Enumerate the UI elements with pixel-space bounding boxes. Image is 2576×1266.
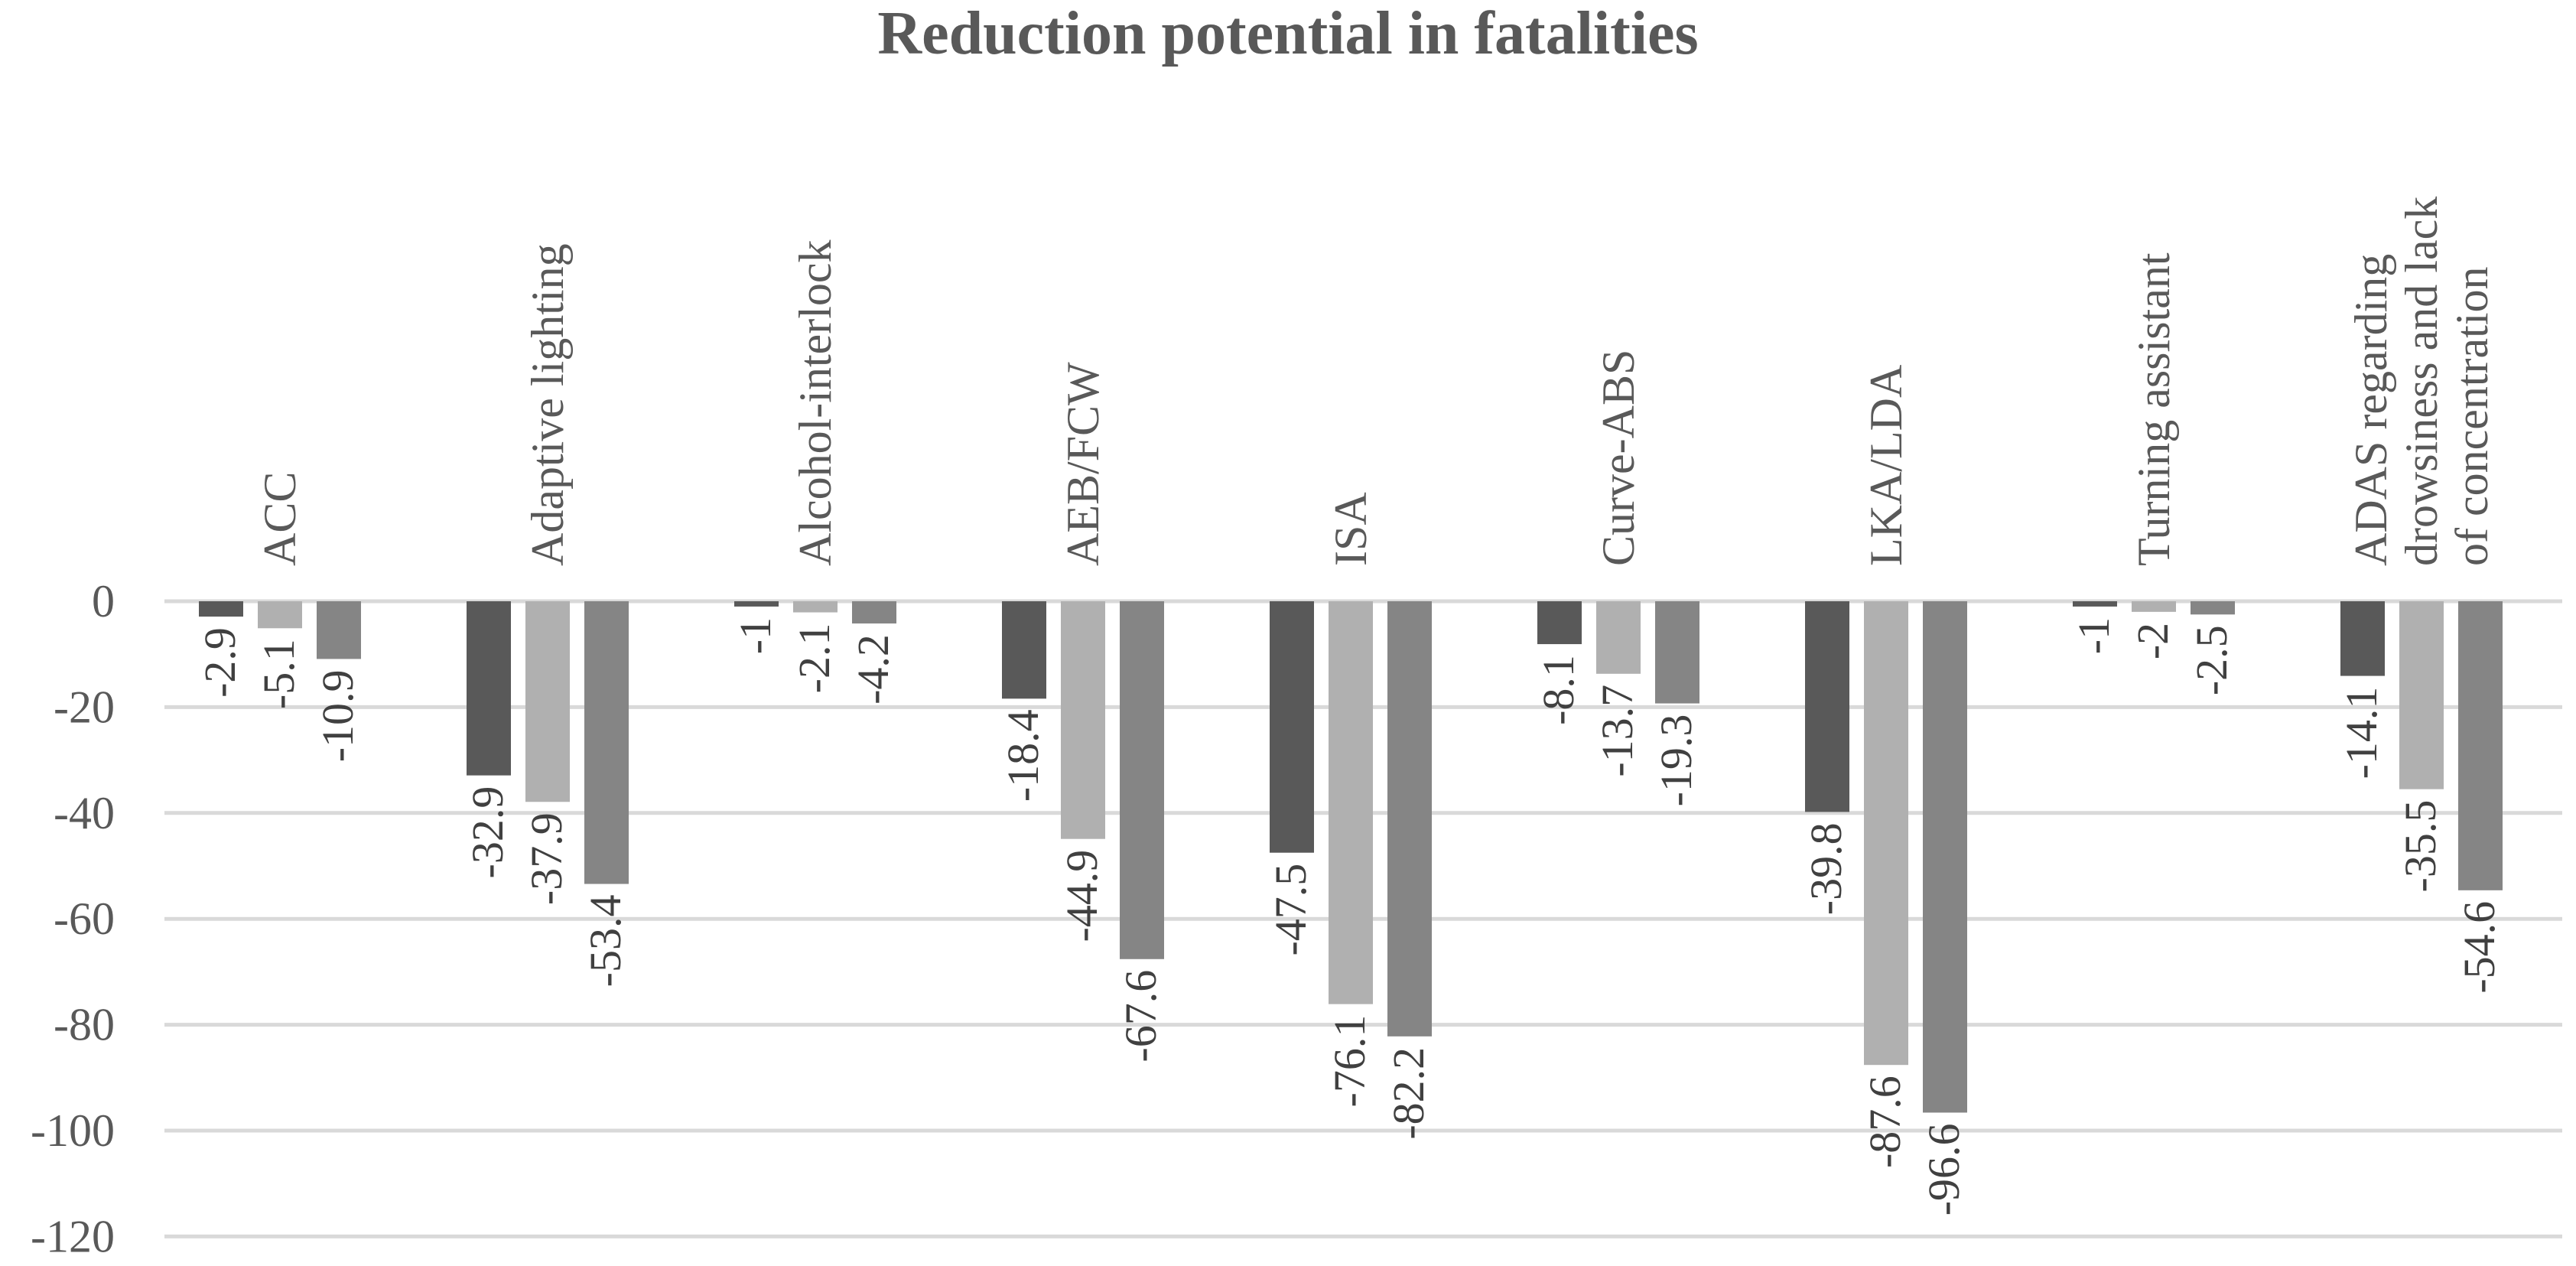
y-tick-label: -40 [54, 788, 115, 838]
data-label: -4.2 [848, 634, 898, 705]
category-labels: ACC Adaptive lighting Alcohol-interlock AEB… [255, 197, 2497, 566]
data-label: -87.6 [1860, 1076, 1910, 1168]
data-label: -37.9 [522, 812, 571, 905]
bar [317, 601, 361, 659]
y-tick-label: -20 [54, 682, 115, 732]
bar [584, 601, 629, 884]
data-labels: -2.9 -5.1 -10.9-32.9 -37.9-53.4-1 -2.1 -4.2-1… [195, 617, 2504, 1216]
data-label: -5.1 [254, 639, 304, 709]
data-label: -53.4 [581, 895, 630, 988]
data-label: -14.1 [2337, 687, 2386, 779]
category-label: of concentration [2447, 267, 2497, 567]
data-label: -2.1 [789, 623, 839, 694]
data-label: -82.2 [1384, 1047, 1433, 1140]
bar [1120, 601, 1164, 959]
bar [1923, 601, 1967, 1113]
y-axis-tick-labels: 0 -20 -40 -60 -80 -100 -120 [31, 576, 115, 1261]
data-label: -10.9 [313, 669, 363, 762]
category-label: ACC [255, 472, 305, 566]
data-label: -2 [2128, 623, 2178, 659]
bar [1002, 601, 1046, 699]
bar [2458, 601, 2503, 890]
category-label: ISA [1325, 492, 1376, 566]
bar [2191, 601, 2235, 615]
bar [1387, 601, 1432, 1037]
data-label: -67.6 [1116, 970, 1166, 1063]
y-tick-label: -80 [54, 1000, 115, 1050]
bar [1805, 601, 1849, 812]
bar [2132, 601, 2176, 612]
bar [1537, 601, 1582, 645]
bar [1270, 601, 1314, 853]
bar [793, 601, 838, 613]
bar [734, 601, 779, 607]
bar [2399, 601, 2444, 789]
category-label: Turning assistant [2129, 252, 2179, 566]
bars [199, 601, 2503, 1113]
bar [258, 601, 302, 629]
bar [525, 601, 570, 802]
data-label: -13.7 [1592, 685, 1642, 777]
data-label: -44.9 [1057, 850, 1107, 942]
bar [2340, 601, 2385, 676]
bar [1596, 601, 1641, 674]
bar [1061, 601, 1105, 839]
y-tick-label: -100 [31, 1105, 115, 1156]
bar [1329, 601, 1373, 1004]
category-label: drowsiness and lack [2396, 197, 2447, 566]
data-label: -1 [2069, 617, 2119, 654]
category-label: AEB/FCW [1058, 362, 1108, 566]
data-label: -19.3 [1651, 714, 1701, 807]
chart-title: Reduction potential in fatalities [877, 0, 1698, 67]
category-label: LKA/LDA [1861, 365, 1911, 566]
data-label: -96.6 [1919, 1123, 1969, 1216]
data-label: -18.4 [998, 709, 1048, 802]
bar [1655, 601, 1699, 704]
data-label: -2.5 [2187, 625, 2236, 695]
data-label: -54.6 [2454, 901, 2504, 994]
data-label: -39.8 [1801, 822, 1851, 915]
data-label: -32.9 [463, 786, 512, 879]
bar [199, 601, 243, 617]
category-label: Alcohol-interlock [790, 239, 841, 566]
data-label: -1 [730, 617, 780, 654]
data-label: -2.9 [195, 627, 245, 698]
data-label: -8.1 [1534, 655, 1583, 725]
category-label: ADAS regarding [2346, 254, 2396, 566]
y-tick-label: -60 [54, 893, 115, 944]
data-label: -35.5 [2395, 800, 2445, 893]
bar [852, 601, 896, 624]
bar [2073, 601, 2117, 607]
bar [1864, 601, 1908, 1066]
category-label: Curve-ABS [1593, 350, 1644, 566]
y-tick-label: 0 [92, 576, 115, 626]
y-tick-label: -120 [31, 1211, 115, 1261]
data-label: -47.5 [1266, 864, 1316, 956]
category-label: Adaptive lighting [522, 243, 573, 566]
data-label: -76.1 [1325, 1015, 1374, 1108]
bar [467, 601, 511, 776]
